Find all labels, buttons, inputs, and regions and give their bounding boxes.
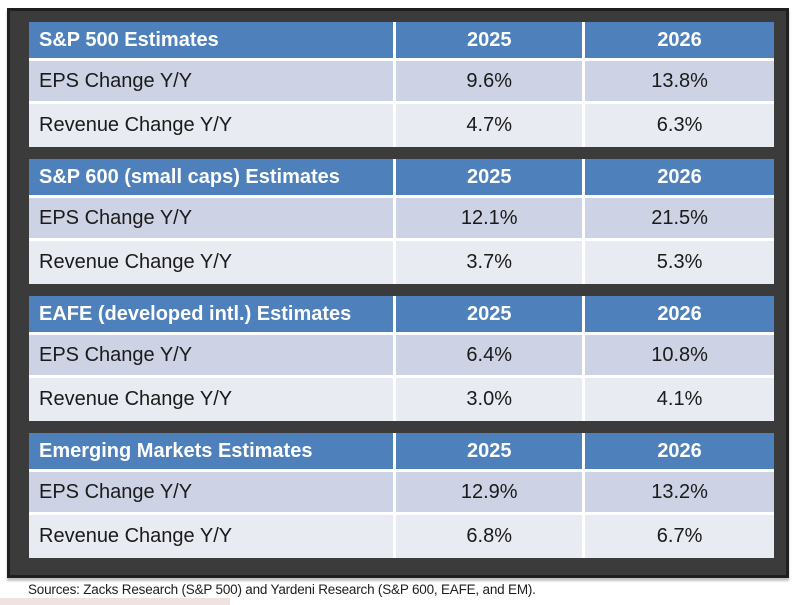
table-row: EPS Change Y/Y 12.9% 13.2%	[29, 472, 774, 515]
table-row: Revenue Change Y/Y 3.0% 4.1%	[29, 378, 774, 421]
value-cell: 21.5%	[585, 198, 774, 241]
row-label: EPS Change Y/Y	[29, 472, 397, 515]
value-cell: 5.3%	[585, 241, 774, 284]
column-header-2025: 2025	[396, 433, 586, 472]
header-row: EAFE (developed intl.) Estimates 2025 20…	[29, 296, 774, 335]
table-row: Revenue Change Y/Y 6.8% 6.7%	[29, 515, 774, 558]
value-cell: 3.7%	[396, 241, 586, 284]
header-row: S&P 600 (small caps) Estimates 2025 2026	[29, 159, 774, 198]
sources-note: Sources: Zacks Research (S&P 500) and Ya…	[28, 582, 536, 597]
value-cell: 13.8%	[585, 61, 774, 104]
header-row: S&P 500 Estimates 2025 2026	[29, 22, 774, 61]
value-cell: 13.2%	[585, 472, 774, 515]
column-header-2026: 2026	[585, 159, 774, 198]
row-label: Revenue Change Y/Y	[29, 104, 397, 147]
value-cell: 6.8%	[396, 515, 586, 558]
value-cell: 3.0%	[396, 378, 586, 421]
value-cell: 12.1%	[396, 198, 586, 241]
value-cell: 6.7%	[585, 515, 774, 558]
table-title: EAFE (developed intl.) Estimates	[29, 296, 397, 335]
value-cell: 9.6%	[396, 61, 586, 104]
table-title: S&P 600 (small caps) Estimates	[29, 159, 397, 198]
column-header-2026: 2026	[585, 296, 774, 335]
table-row: EPS Change Y/Y 12.1% 21.5%	[29, 198, 774, 241]
value-cell: 4.7%	[396, 104, 586, 147]
column-header-2025: 2025	[396, 296, 586, 335]
value-cell: 12.9%	[396, 472, 586, 515]
estimates-table-emerging-markets: Emerging Markets Estimates 2025 2026 EPS…	[29, 433, 774, 558]
column-header-2025: 2025	[396, 159, 586, 198]
row-label: EPS Change Y/Y	[29, 335, 397, 378]
row-label: Revenue Change Y/Y	[29, 378, 397, 421]
column-header-2026: 2026	[585, 22, 774, 61]
value-cell: 6.4%	[396, 335, 586, 378]
row-label: EPS Change Y/Y	[29, 198, 397, 241]
table-title: S&P 500 Estimates	[29, 22, 397, 61]
table-row: Revenue Change Y/Y 3.7% 5.3%	[29, 241, 774, 284]
bottom-crop-strip	[0, 598, 230, 605]
estimates-table-sp500: S&P 500 Estimates 2025 2026 EPS Change Y…	[29, 22, 774, 147]
row-label: Revenue Change Y/Y	[29, 515, 397, 558]
value-cell: 6.3%	[585, 104, 774, 147]
estimates-table-sp600: S&P 600 (small caps) Estimates 2025 2026…	[29, 159, 774, 284]
column-header-2025: 2025	[396, 22, 586, 61]
column-header-2026: 2026	[585, 433, 774, 472]
header-row: Emerging Markets Estimates 2025 2026	[29, 433, 774, 472]
row-label: Revenue Change Y/Y	[29, 241, 397, 284]
tables-frame-panel: S&P 500 Estimates 2025 2026 EPS Change Y…	[7, 8, 789, 578]
table-title: Emerging Markets Estimates	[29, 433, 397, 472]
value-cell: 4.1%	[585, 378, 774, 421]
table-row: EPS Change Y/Y 6.4% 10.8%	[29, 335, 774, 378]
value-cell: 10.8%	[585, 335, 774, 378]
row-label: EPS Change Y/Y	[29, 61, 397, 104]
estimates-table-eafe: EAFE (developed intl.) Estimates 2025 20…	[29, 296, 774, 421]
table-row: Revenue Change Y/Y 4.7% 6.3%	[29, 104, 774, 147]
table-row: EPS Change Y/Y 9.6% 13.8%	[29, 61, 774, 104]
